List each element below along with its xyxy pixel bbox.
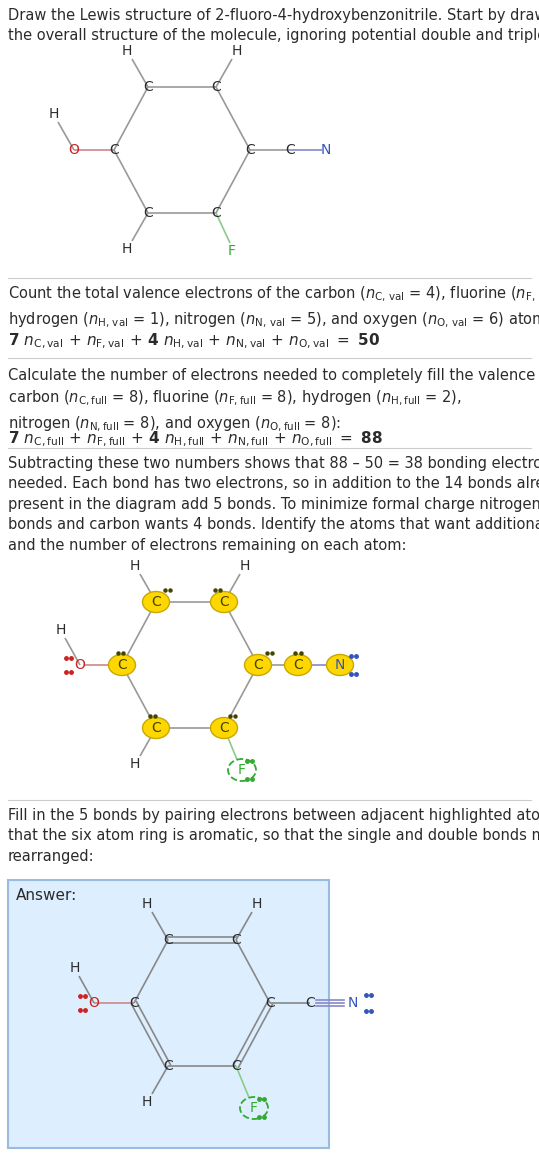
- Ellipse shape: [228, 759, 256, 781]
- Text: C: C: [285, 143, 295, 157]
- Text: C: C: [305, 996, 315, 1010]
- Ellipse shape: [327, 654, 354, 675]
- Text: Subtracting these two numbers shows that 88 – 50 = 38 bonding electrons are
need: Subtracting these two numbers shows that…: [8, 455, 539, 553]
- Text: Calculate the number of electrons needed to completely fill the valence shells f: Calculate the number of electrons needed…: [8, 368, 539, 434]
- Text: C: C: [163, 1059, 173, 1073]
- Text: C: C: [245, 143, 255, 157]
- Text: C: C: [109, 143, 119, 157]
- Text: C: C: [143, 206, 153, 220]
- Ellipse shape: [285, 654, 312, 675]
- Text: C: C: [151, 721, 161, 735]
- Text: F: F: [238, 763, 246, 777]
- Text: H: H: [49, 108, 59, 121]
- Text: H: H: [130, 560, 140, 573]
- Text: H: H: [142, 1095, 152, 1109]
- Text: $\mathbf{7}$ $n_{\mathrm{C,full}}$ $+$ $n_{\mathrm{F,full}}$ $+$ $\mathbf{4}$ $n: $\mathbf{7}$ $n_{\mathrm{C,full}}$ $+$ $…: [8, 430, 383, 450]
- Text: N: N: [321, 143, 331, 157]
- Text: F: F: [250, 1101, 258, 1116]
- Text: C: C: [163, 933, 173, 947]
- Ellipse shape: [245, 654, 272, 675]
- Ellipse shape: [211, 718, 238, 739]
- Text: C: C: [129, 996, 139, 1010]
- Text: H: H: [240, 560, 250, 573]
- Text: O: O: [68, 143, 79, 157]
- Text: C: C: [143, 80, 153, 94]
- Bar: [8, 880, 329, 1148]
- Text: O: O: [88, 996, 99, 1010]
- Ellipse shape: [211, 592, 238, 613]
- Text: H: H: [142, 897, 152, 911]
- Text: H: H: [130, 757, 140, 771]
- Text: C: C: [211, 206, 221, 220]
- Text: C: C: [253, 658, 263, 672]
- Text: Answer:: Answer:: [16, 888, 77, 903]
- Text: H: H: [232, 44, 242, 58]
- Text: C: C: [211, 80, 221, 94]
- Text: C: C: [219, 721, 229, 735]
- Text: C: C: [117, 658, 127, 672]
- Text: H: H: [122, 44, 132, 58]
- Text: C: C: [231, 1059, 241, 1073]
- Text: C: C: [265, 996, 275, 1010]
- Ellipse shape: [142, 592, 169, 613]
- Ellipse shape: [142, 718, 169, 739]
- Ellipse shape: [108, 654, 135, 675]
- Text: C: C: [219, 595, 229, 609]
- Text: N: N: [348, 996, 358, 1010]
- Text: C: C: [293, 658, 303, 672]
- Text: O: O: [74, 658, 86, 672]
- Text: $\mathbf{7}$ $n_{\mathrm{C,val}}$ $+$ $n_{\mathrm{F,val}}$ $+$ $\mathbf{4}$ $n_{: $\mathbf{7}$ $n_{\mathrm{C,val}}$ $+$ $n…: [8, 332, 381, 351]
- Text: N: N: [335, 658, 345, 672]
- Text: C: C: [231, 933, 241, 947]
- Text: F: F: [228, 244, 236, 258]
- Text: Draw the Lewis structure of 2-fluoro-4-hydroxybenzonitrile. Start by drawing
the: Draw the Lewis structure of 2-fluoro-4-h…: [8, 8, 539, 44]
- Text: Fill in the 5 bonds by pairing electrons between adjacent highlighted atoms. Not: Fill in the 5 bonds by pairing electrons…: [8, 808, 539, 864]
- Text: C: C: [151, 595, 161, 609]
- Text: H: H: [252, 897, 262, 911]
- Text: H: H: [56, 623, 66, 637]
- Ellipse shape: [240, 1097, 268, 1119]
- Text: H: H: [122, 242, 132, 255]
- Text: Count the total valence electrons of the carbon ($n_{\mathrm{C,\,val}}$ = 4), fl: Count the total valence electrons of the…: [8, 286, 539, 329]
- Text: H: H: [70, 961, 80, 975]
